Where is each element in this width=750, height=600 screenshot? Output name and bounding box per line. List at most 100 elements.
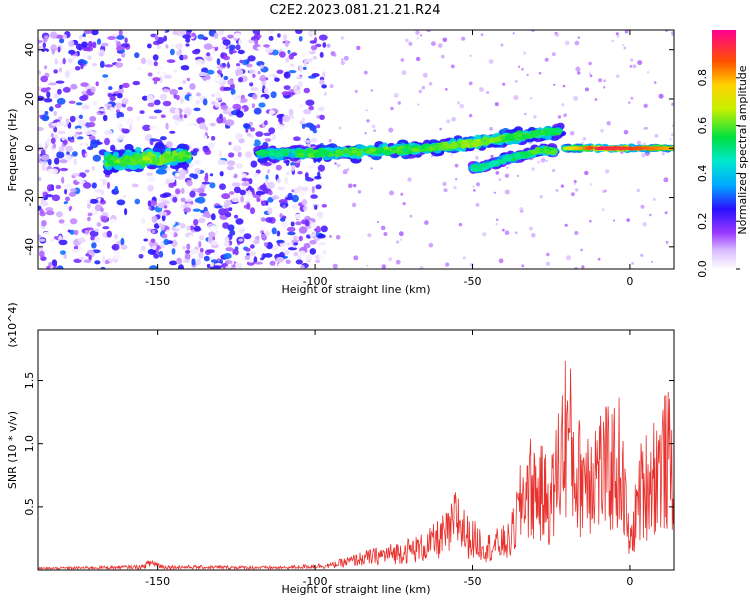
noise-blob [301,186,309,192]
snr-frame [37,329,675,571]
noise-blob [235,63,241,67]
snr-ticks: -150 -100 -50 0 0.5 1.0 1.5 [23,330,674,588]
noise-blob [111,93,117,97]
ridge-blob [295,149,303,154]
noise-blob [263,132,272,136]
noise-blob [197,34,205,40]
noise-dot [580,248,583,252]
noise-blob [229,191,235,195]
noise-dot [529,96,533,100]
ridge-blob [104,156,111,161]
noise-dot [351,202,357,208]
noise-dot [589,74,593,78]
noise-blob [208,225,217,233]
noise-blob [189,95,194,101]
noise-blob [50,133,54,138]
ridge-blob [607,146,612,151]
noise-blob [94,260,101,265]
noise-blob [203,210,210,215]
ridge-blob [452,142,458,147]
noise-blob [269,30,274,34]
noise-blob [59,159,68,164]
noise-blob [268,190,273,196]
noise-blob [244,151,253,159]
noise-blob [254,38,259,45]
noise-blob [317,233,326,239]
noise-blob [163,205,168,209]
noise-blob [178,264,184,269]
noise-blob [289,115,294,119]
noise-blob [252,239,260,245]
noise-blob [83,30,92,34]
noise-blob [219,183,226,190]
noise-blob [41,220,47,227]
noise-dot [537,160,540,164]
noise-blob [193,225,201,232]
noise-dot [328,139,332,143]
noise-blob [108,106,115,113]
noise-dot [598,78,603,83]
noise-blob [86,199,90,204]
noise-blob [241,182,250,187]
noise-blob [46,91,51,99]
noise-dot [388,257,393,262]
noise-blob [78,256,86,261]
noise-dot [341,58,344,61]
noise-dot [601,190,605,193]
ridge-blob [369,147,377,153]
noise-dot [336,163,341,168]
noise-blob [301,117,306,125]
noise-blob [238,38,245,46]
noise-blob [266,181,275,189]
noise-dot [422,72,428,78]
noise-blob [260,233,266,239]
noise-blob [157,33,165,38]
noise-blob [226,172,235,177]
noise-blob [166,229,171,233]
noise-dot [398,231,404,237]
noise-blob [287,192,293,199]
ridge-blob [140,162,146,167]
noise-blob [192,49,200,55]
noise-dot [539,195,543,199]
noise-blob [38,110,45,116]
noise-blob [283,71,291,79]
noise-dot [479,87,484,92]
noise-blob [96,38,102,45]
noise-blob [222,55,230,61]
noise-blob [319,242,326,246]
noise-blob [284,176,289,184]
noise-blob [168,182,175,188]
noise-dot [504,173,510,178]
noise-blob [237,263,243,269]
noise-blob [114,204,122,210]
noise-blob [69,115,76,123]
noise-blob [102,179,107,186]
noise-dot [601,208,605,212]
noise-blob [304,172,309,180]
noise-blob [54,58,58,65]
noise-dot [506,166,509,169]
noise-blob [284,122,294,127]
noise-blob [258,89,263,94]
noise-blob [229,229,236,236]
colorbar-tick-label: 0.0 [696,260,709,278]
noise-blob [249,251,256,257]
noise-blob [104,137,110,146]
noise-dot [346,168,350,171]
noise-dot [650,260,653,263]
noise-blob [318,34,328,41]
noise-dot [418,89,422,94]
noise-dot [393,92,399,98]
noise-dot [584,87,589,92]
noise-blob [82,32,86,38]
noise-blob [82,51,88,59]
noise-blob [66,78,72,84]
noise-blob [225,265,231,269]
noise-blob [160,72,167,76]
noise-blob [225,211,232,218]
ridge-blob [297,152,305,158]
noise-blob [52,143,57,149]
snr-x-label: Height of straight line (km) [281,583,430,596]
ridge-blob [392,147,398,151]
